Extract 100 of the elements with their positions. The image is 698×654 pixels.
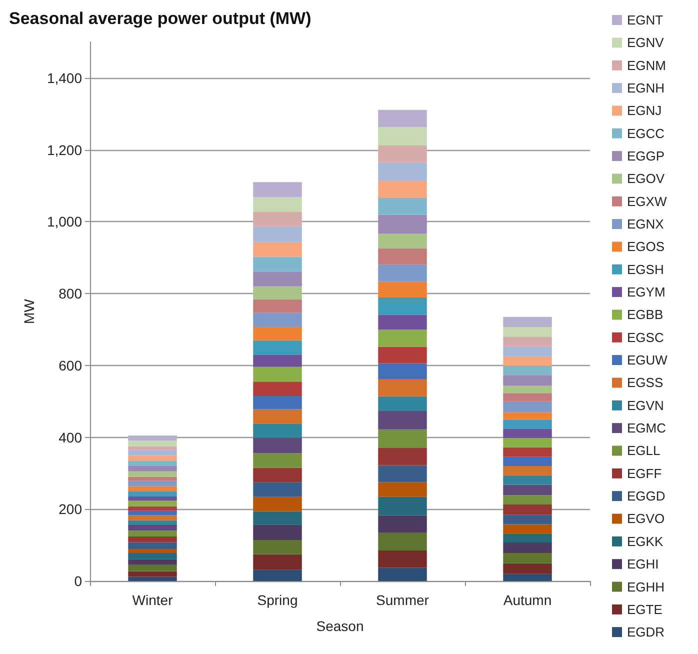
bar [378,411,427,430]
legend-label: EGHH [627,579,665,594]
legend-label: EGLL [627,443,660,458]
bar [128,500,177,506]
bar [253,197,302,212]
bar [503,552,552,564]
bar [378,346,427,364]
bar [503,574,552,581]
legend-label: EGDR [627,624,665,640]
bar [503,412,552,420]
x-axis-title: Season [316,618,364,634]
bar [503,447,552,457]
bar [253,256,302,272]
bar [503,336,552,346]
legend-label: EGFF [627,466,662,481]
bar [503,356,552,366]
y-tick-label: 0 [74,573,82,589]
bar [503,475,552,485]
legend-label: EGYM [627,284,666,300]
legend-label: EGNJ [627,103,662,118]
bar [253,299,302,313]
bar [503,456,552,466]
bar [503,484,552,496]
bar [378,429,427,448]
bar [378,297,427,315]
bar [253,382,302,396]
legend-label: EGNX [627,216,664,232]
bar [378,396,427,412]
bar [378,329,427,347]
bar [503,504,552,515]
bar [128,552,177,560]
bar [503,420,552,429]
bar [503,466,552,476]
bar [378,448,427,466]
bar [378,568,427,581]
bar [128,564,177,572]
bar [503,563,552,574]
bar [378,281,427,298]
bar [128,480,177,486]
chart-title: Seasonal average power output (MW) [9,9,312,28]
bar [253,524,302,540]
legend-label: EGNT [627,12,664,28]
bar [378,198,427,215]
bar [128,435,177,440]
bar [128,510,177,516]
bar [128,515,177,520]
legend-label: EGMC [627,420,666,436]
bar [253,570,302,581]
bar [128,571,177,577]
bar [128,440,177,446]
x-tick-label: Spring [257,592,298,608]
legend-label: EGHI [627,556,659,572]
y-axis-title: MW [21,298,38,324]
legend-label: EGSS [627,375,664,390]
bar [253,326,302,340]
bar [128,450,177,456]
legend-label: EGOV [627,171,665,186]
bar [253,354,302,367]
bar [128,524,177,531]
bar [253,540,302,554]
bar [128,520,177,525]
bar [128,506,177,511]
bar [378,550,427,568]
bar [503,524,552,534]
bar [253,340,302,355]
bar [253,242,302,257]
bar [253,511,302,525]
bar [253,366,302,382]
legend-label: EGNV [627,35,664,50]
legend-label: EGNH [627,80,665,96]
legend-label: EGCC [627,126,665,141]
bar [378,379,427,396]
bar [253,396,302,410]
bar [253,496,302,512]
bar [128,542,177,550]
bar [503,326,552,337]
bar [128,559,177,565]
legend-label: EGTE [627,602,663,617]
bar [378,214,427,234]
bar [503,386,552,394]
bar [378,145,427,162]
bar [378,515,427,532]
y-tick-label: 200 [58,501,82,518]
bar [128,486,177,492]
bar [128,471,177,477]
bar [503,495,552,504]
bar [503,346,552,356]
bar [378,314,427,330]
y-tick-label: 400 [58,429,82,446]
bar [253,182,302,198]
legend-label: EGKK [627,534,664,549]
y-tick-label: 1,000 [46,214,82,230]
legend-label: EGOS [627,239,665,254]
bar [378,532,427,550]
legend-label: EGVN [627,398,664,413]
x-tick-label: Winter [132,592,174,608]
bar [253,424,302,438]
legend-label: EGBB [627,307,664,322]
bar [128,466,177,472]
bar [253,554,302,570]
